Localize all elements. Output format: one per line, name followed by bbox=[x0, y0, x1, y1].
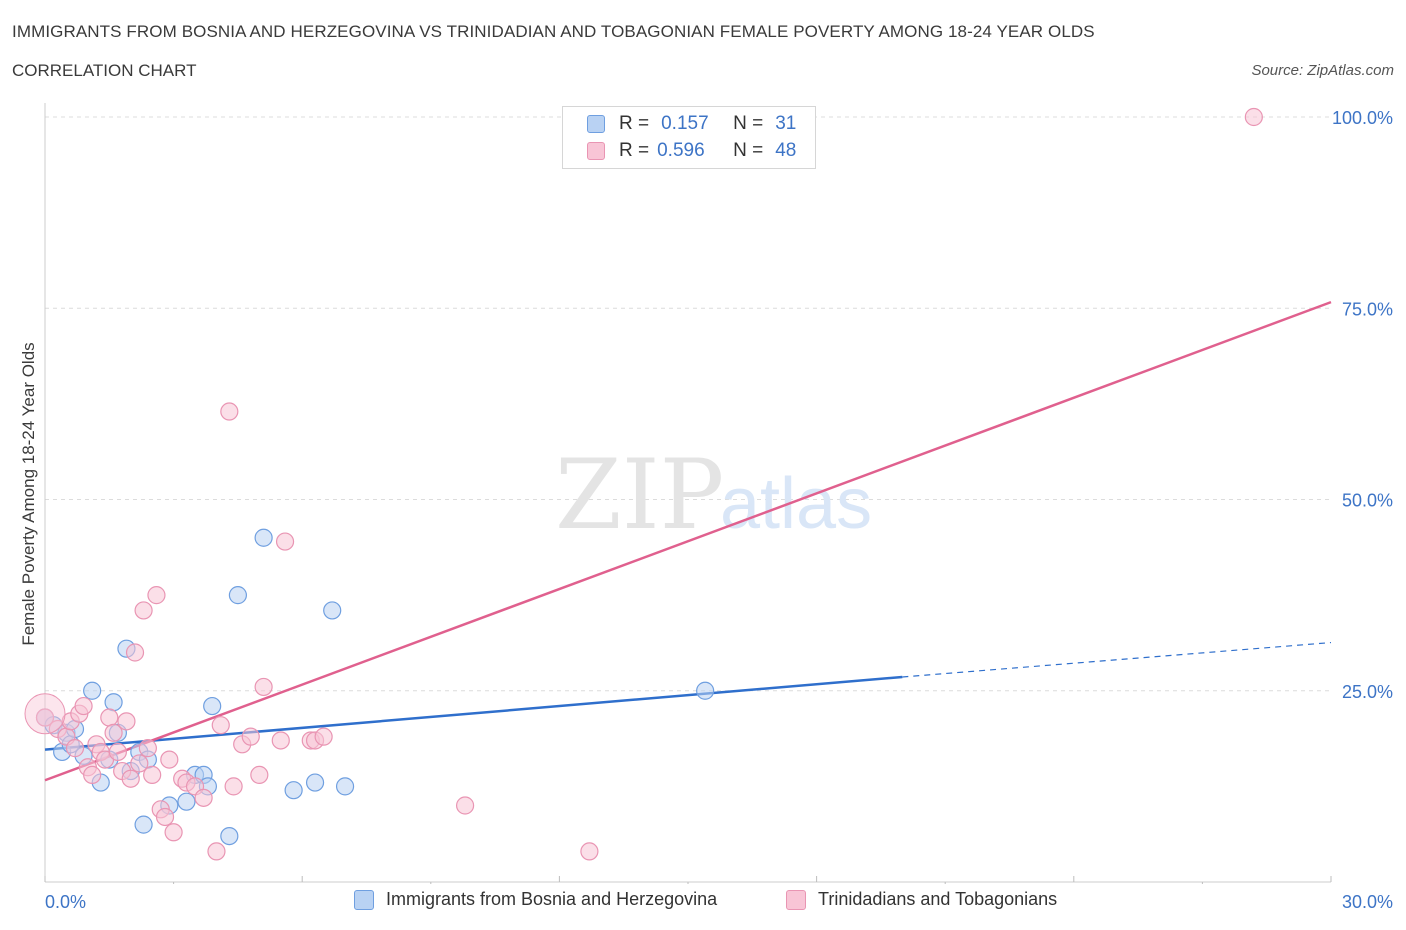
axis-ticks: 25.0% 50.0% 75.0% 100.0% 0.0% 30.0% bbox=[44, 108, 1393, 912]
point-bosnia bbox=[335, 777, 355, 796]
point-bosnia bbox=[228, 586, 247, 605]
y-tick-label: 50.0% bbox=[1342, 491, 1393, 511]
legend-n-value: 48 bbox=[775, 140, 797, 161]
point-trinidad bbox=[65, 739, 85, 758]
chart-subtitle: CORRELATION CHART bbox=[12, 61, 197, 80]
point-trinidad bbox=[455, 796, 475, 815]
point-trinidad bbox=[121, 769, 140, 788]
point-trinidad bbox=[117, 712, 136, 731]
legend-swatch-blue bbox=[587, 115, 605, 133]
data-points bbox=[24, 107, 1263, 861]
series-legend-trinidad[interactable]: Trinidadians and Tobagonians bbox=[786, 889, 1057, 910]
point-bosnia bbox=[254, 528, 273, 547]
point-trinidad bbox=[224, 777, 243, 796]
point-trinidad bbox=[207, 842, 226, 861]
x-tick-label: 0.0% bbox=[45, 892, 86, 912]
y-tick-label: 100.0% bbox=[1332, 108, 1393, 128]
grid-lines bbox=[45, 116, 1331, 692]
trend-lines bbox=[44, 300, 1332, 782]
point-trinidad bbox=[164, 823, 183, 842]
point-trinidad bbox=[314, 727, 333, 746]
series-swatch-pink bbox=[786, 889, 806, 910]
point-trinidad bbox=[220, 402, 239, 421]
correlation-legend: R = 0.157 N = 31 R = 0.596 N = 48 bbox=[562, 106, 816, 169]
legend-row-bosnia: R = 0.157 N = 31 bbox=[587, 112, 796, 136]
legend-r-label: R = bbox=[619, 113, 650, 134]
point-trinidad bbox=[143, 765, 162, 785]
series-swatch-blue bbox=[354, 889, 374, 910]
legend-row-trinidad: R = 0.596 N = 48 bbox=[587, 139, 796, 163]
chart-title: IMMIGRANTS FROM BOSNIA AND HERZEGOVINA V… bbox=[12, 22, 1095, 41]
point-bosnia bbox=[177, 792, 196, 811]
point-bosnia bbox=[696, 681, 715, 700]
point-trinidad bbox=[130, 754, 149, 773]
point-trinidad bbox=[100, 708, 119, 727]
point-bosnia bbox=[203, 696, 222, 716]
point-trinidad bbox=[74, 696, 93, 716]
trendline-trinidad bbox=[44, 300, 1332, 782]
point-trinidad bbox=[580, 842, 599, 861]
point-bosnia bbox=[104, 693, 123, 712]
series-legend-bosnia[interactable]: Immigrants from Bosnia and Herzegovina bbox=[354, 889, 717, 910]
legend-r-label: R = bbox=[619, 140, 650, 161]
point-bosnia bbox=[284, 781, 303, 800]
point-trinidad bbox=[108, 742, 127, 762]
point-trinidad bbox=[275, 532, 295, 551]
point-trinidad bbox=[241, 727, 260, 746]
legend-n-label: N = bbox=[733, 140, 764, 161]
series-label-trinidad: Trinidadians and Tobagonians bbox=[818, 889, 1058, 909]
point-trinidad bbox=[250, 765, 269, 785]
trendline-bosnia-extension bbox=[902, 641, 1332, 678]
legend-n-label: N = bbox=[733, 113, 764, 134]
series-legend: Immigrants from Bosnia and Herzegovina T… bbox=[0, 889, 1406, 915]
point-trinidad bbox=[1244, 107, 1263, 127]
point-trinidad bbox=[155, 807, 175, 827]
point-trinidad bbox=[271, 731, 290, 750]
trendline-bosnia bbox=[44, 675, 903, 751]
point-trinidad bbox=[147, 586, 166, 605]
point-cluster bbox=[24, 693, 66, 735]
watermark-atlas: atlas bbox=[720, 464, 872, 544]
point-trinidad bbox=[194, 788, 213, 807]
source-credit[interactable]: Source: ZipAtlas.com bbox=[1251, 62, 1394, 79]
point-bosnia bbox=[220, 826, 239, 846]
point-trinidad bbox=[35, 708, 55, 727]
legend-r-value: 0.596 bbox=[657, 140, 705, 161]
point-bosnia bbox=[305, 773, 325, 792]
point-trinidad bbox=[134, 601, 153, 620]
y-axis-label: Female Poverty Among 18-24 Year Olds bbox=[19, 342, 38, 645]
y-tick-label: 25.0% bbox=[1342, 682, 1393, 702]
watermark-zip: ZIP bbox=[555, 439, 724, 551]
series-label-bosnia: Immigrants from Bosnia and Herzegovina bbox=[386, 889, 718, 909]
point-trinidad bbox=[83, 765, 102, 785]
x-tick-label: 30.0% bbox=[1342, 892, 1393, 912]
legend-swatch-pink bbox=[587, 142, 605, 160]
legend-n-value: 31 bbox=[775, 113, 797, 134]
point-trinidad bbox=[254, 677, 273, 697]
point-trinidad bbox=[211, 716, 230, 735]
point-bosnia bbox=[323, 601, 342, 620]
point-trinidad bbox=[125, 643, 145, 662]
y-tick-label: 75.0% bbox=[1342, 299, 1393, 319]
point-trinidad bbox=[104, 723, 123, 742]
legend-r-value: 0.157 bbox=[661, 113, 709, 134]
point-bosnia bbox=[134, 815, 153, 834]
point-trinidad bbox=[138, 739, 157, 758]
point-bosnia bbox=[83, 681, 102, 700]
point-trinidad bbox=[160, 750, 179, 769]
